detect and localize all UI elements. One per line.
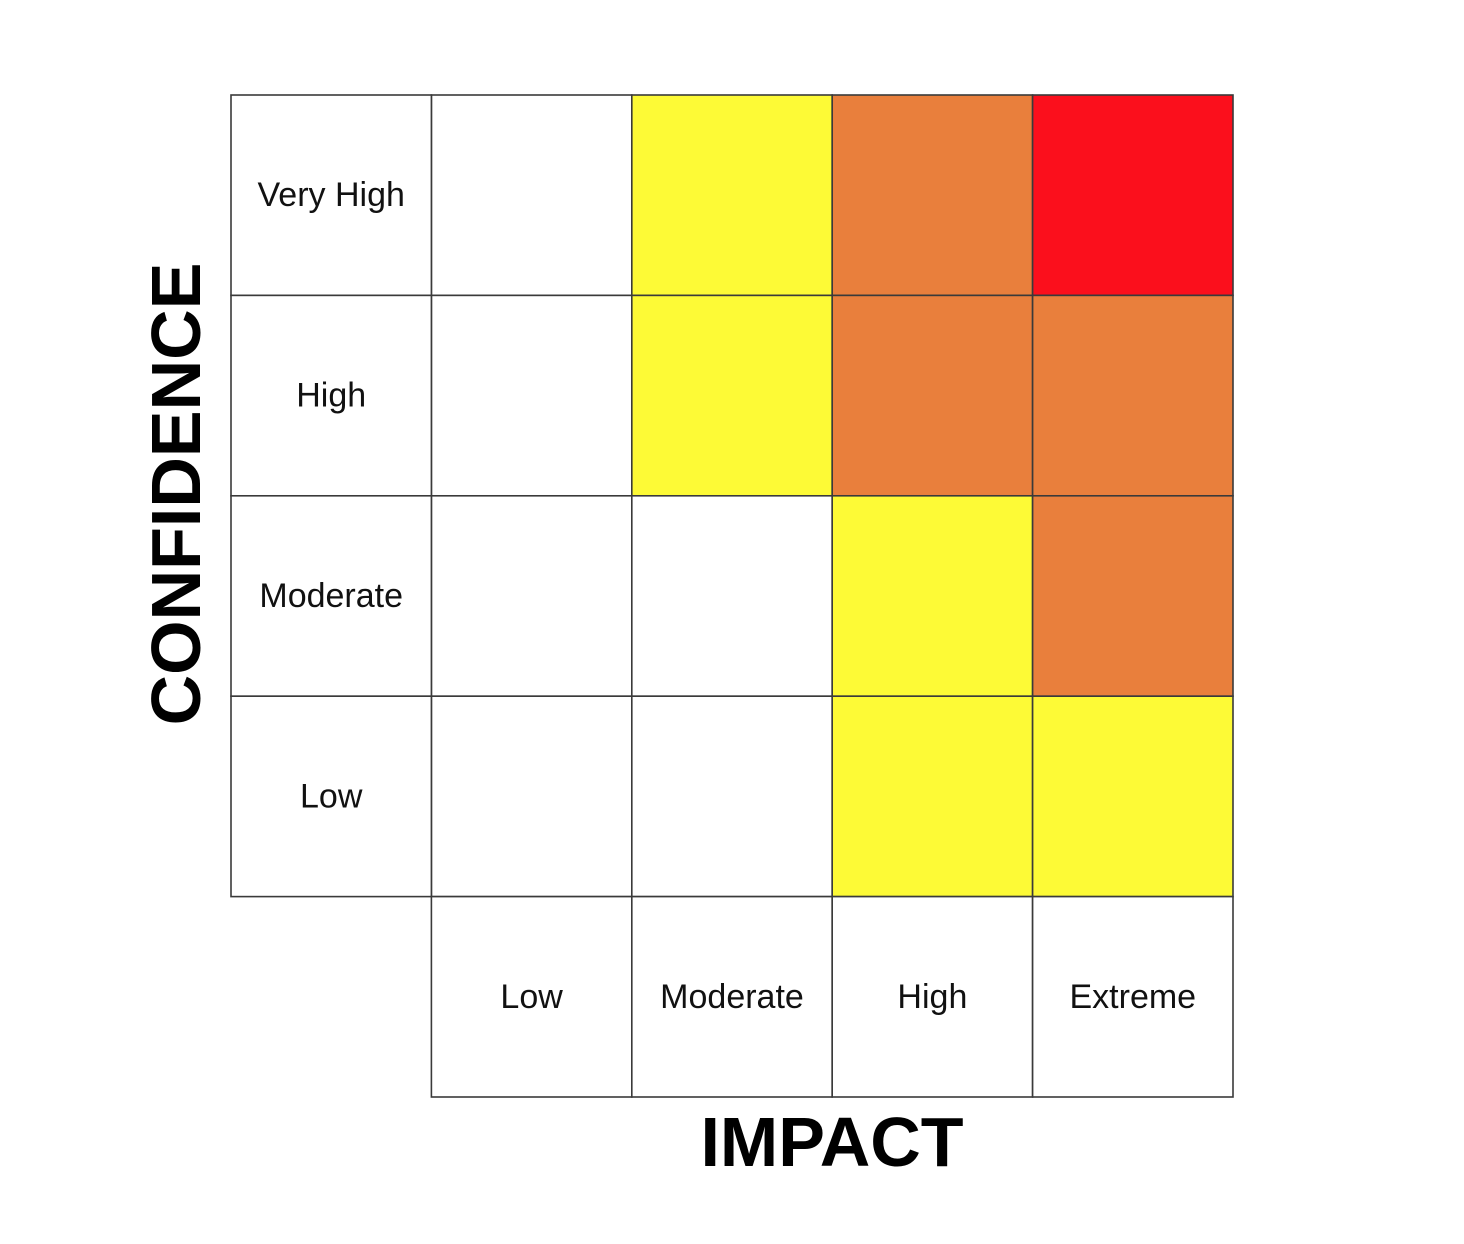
y-axis-title: CONFIDENCE (137, 263, 215, 726)
risk-cell-high-high (831, 294, 1034, 497)
risk-cell-moderate-moderate (630, 494, 833, 697)
impact-label-cell-moderate (630, 895, 833, 1098)
risk-cell-low-low (430, 695, 633, 898)
risk-cell-high-extreme (1031, 294, 1234, 497)
impact-label-moderate: Moderate (660, 978, 804, 1016)
risk-cell-low-moderate (630, 695, 833, 898)
risk-cell-very-high-low (430, 94, 633, 297)
impact-label-extreme: Extreme (1070, 978, 1197, 1016)
confidence-label-high: High (296, 377, 366, 415)
risk-cell-moderate-low (430, 494, 633, 697)
impact-label-high: High (897, 978, 967, 1016)
confidence-label-cell-very-high (230, 94, 433, 297)
x-axis-title: IMPACT (700, 1103, 963, 1181)
risk-cell-very-high-high (831, 94, 1034, 297)
risk-cell-very-high-moderate (630, 94, 833, 297)
risk-cell-high-moderate (630, 294, 833, 497)
confidence-label-cell-low (230, 695, 433, 898)
confidence-label-cell-moderate (230, 494, 433, 697)
impact-labels: Low Moderate High Extreme (430, 895, 1234, 1098)
risk-cell-very-high-extreme (1031, 94, 1234, 297)
impact-label-low: Low (500, 978, 563, 1016)
risk-cell-moderate-extreme (1031, 494, 1234, 697)
confidence-label-very-high: Very High (257, 176, 404, 214)
risk-cell-moderate-high (831, 494, 1034, 697)
confidence-label-cell-high (230, 294, 433, 497)
impact-label-cell-high (831, 895, 1034, 1098)
matrix-cells (430, 94, 1234, 898)
impact-label-cell-low (430, 895, 633, 1098)
risk-cell-low-extreme (1031, 695, 1234, 898)
impact-label-cell-extreme (1031, 895, 1234, 1098)
risk-cell-low-high (831, 695, 1034, 898)
confidence-label-moderate: Moderate (259, 577, 403, 615)
risk-cell-high-low (430, 294, 633, 497)
confidence-labels: Very High High Moderate Low (230, 94, 433, 898)
confidence-label-low: Low (300, 777, 363, 815)
